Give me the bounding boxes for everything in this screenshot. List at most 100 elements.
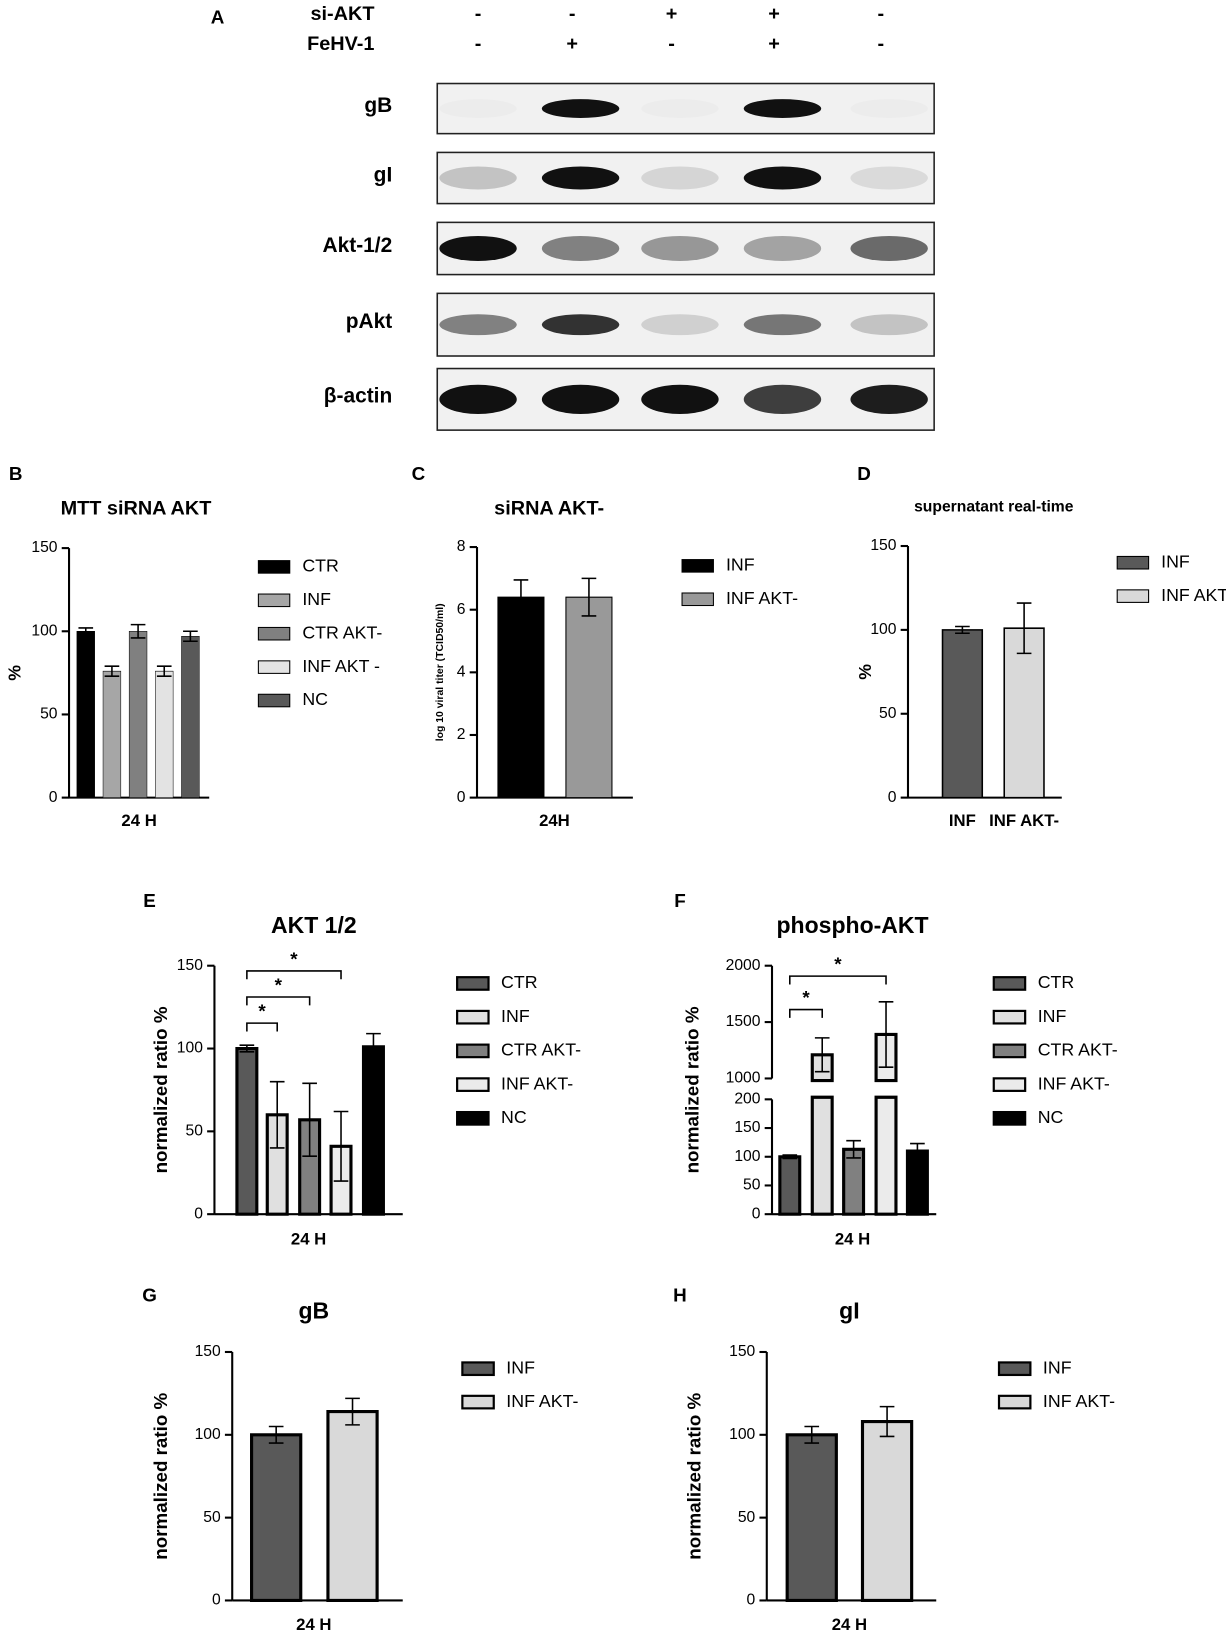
bar <box>565 596 613 799</box>
bar <box>128 631 148 798</box>
chart-title: MTT siRNA AKT <box>61 498 212 520</box>
y-tick-label: 8 <box>457 538 466 555</box>
y-tick-label: 50 <box>743 1177 761 1194</box>
legend-swatch <box>257 560 291 574</box>
panel-label: A <box>211 7 225 28</box>
condition-sign: + <box>666 3 678 25</box>
error-bar <box>156 665 172 677</box>
y-tick-label: 0 <box>752 1205 761 1222</box>
blot-band <box>641 99 718 118</box>
condition-sign: - <box>668 33 675 55</box>
condition-sign: + <box>768 33 780 55</box>
blot-band <box>850 384 928 414</box>
blot-frame <box>436 151 935 205</box>
legend-label: CTR <box>1038 972 1075 992</box>
legend-label: INF AKT- <box>726 588 798 608</box>
legend-swatch <box>456 1077 490 1092</box>
chart-title: gI <box>839 1297 859 1323</box>
error-bar <box>1016 602 1032 655</box>
y-tick-label: 50 <box>203 1509 221 1526</box>
blot-band <box>439 166 517 190</box>
y-tick-label: 150 <box>195 1343 221 1360</box>
bar <box>860 1419 914 1603</box>
condition-sign: - <box>475 33 482 55</box>
y-tick-label: 100 <box>177 1040 203 1057</box>
y-axis-label: log 10 viral titer (TCID50/ml) <box>435 603 446 741</box>
panel-label: E <box>143 890 156 911</box>
error-bar <box>878 1001 894 1068</box>
legend-label: CTR AKT- <box>1038 1040 1118 1060</box>
significance-bracket <box>246 1022 278 1032</box>
legend-label: CTR <box>302 556 339 576</box>
x-tick-label: 24 H <box>296 1615 331 1634</box>
bar <box>250 1433 303 1603</box>
blot-frame <box>436 82 935 135</box>
y-tick-label: 50 <box>185 1123 203 1140</box>
y-tick-label: 100 <box>729 1426 755 1443</box>
x-tick-label: 24 H <box>121 811 156 830</box>
legend-swatch <box>257 593 291 608</box>
x-tick-label: INF AKT- <box>989 811 1059 830</box>
legend-label: INF AKT- <box>1043 1391 1115 1411</box>
legend-swatch <box>257 626 291 641</box>
error-bar <box>78 627 94 636</box>
y-tick-label: 0 <box>49 789 58 806</box>
error-bar <box>239 1044 255 1053</box>
legend-swatch <box>997 1361 1032 1377</box>
y-tick-label: 150 <box>31 539 57 556</box>
error-bar <box>268 1425 284 1444</box>
legend-label: INF AKT- <box>506 1391 578 1411</box>
panel-label: B <box>9 463 23 484</box>
bar <box>497 596 545 799</box>
legend-label: INF AKT- <box>501 1073 573 1093</box>
y-axis-label: normalized ratio % <box>150 1006 171 1173</box>
legend-swatch <box>1116 589 1150 603</box>
y-tick-label: 100 <box>870 621 896 638</box>
band-label: pAkt <box>346 310 393 333</box>
bar <box>361 1045 385 1216</box>
bar <box>785 1433 838 1603</box>
bar <box>905 1149 929 1216</box>
bar <box>181 636 200 798</box>
legend-label: INF <box>1161 551 1190 571</box>
blot-band <box>850 99 927 118</box>
error-bar <box>910 1142 925 1160</box>
bar <box>298 1118 322 1216</box>
bar <box>155 670 174 798</box>
condition-sign: - <box>475 3 482 25</box>
significance-bracket <box>246 996 311 1006</box>
condition-label: si-AKT <box>310 3 374 25</box>
y-tick-label: 0 <box>212 1592 221 1609</box>
y-tick-label: 0 <box>888 789 897 806</box>
error-bar <box>183 630 198 643</box>
y-axis-label: normalized ratio % <box>150 1392 171 1559</box>
x-tick-label: INF <box>949 811 976 830</box>
y-tick-label: 4 <box>457 663 466 680</box>
condition-sign: - <box>569 3 576 25</box>
blot-band <box>743 235 822 262</box>
x-tick-label: 24H <box>539 811 570 830</box>
y-axis-label: % <box>4 665 24 681</box>
blot-band <box>541 314 620 336</box>
significance-label: * <box>834 954 842 975</box>
y-tick-label: 50 <box>879 705 897 722</box>
y-tick-label: 2000 <box>726 957 761 974</box>
blot-band <box>439 384 517 414</box>
bar <box>810 1053 834 1216</box>
error-bar <box>955 625 970 635</box>
blot-band <box>743 314 822 336</box>
y-tick-label: 100 <box>734 1148 760 1165</box>
legend-swatch <box>992 976 1027 991</box>
blot-frame <box>436 292 935 357</box>
error-bar <box>269 1080 285 1149</box>
significance-bracket <box>789 975 887 985</box>
legend-label: INF AKT- <box>1038 1073 1110 1093</box>
legend-swatch <box>1116 555 1150 570</box>
x-tick-label: 24 H <box>291 1230 326 1249</box>
condition-sign: - <box>877 33 884 55</box>
blot-band <box>641 166 719 190</box>
y-tick-label: 150 <box>729 1343 755 1360</box>
legend-swatch <box>456 976 490 991</box>
legend-label: CTR AKT- <box>501 1040 581 1060</box>
